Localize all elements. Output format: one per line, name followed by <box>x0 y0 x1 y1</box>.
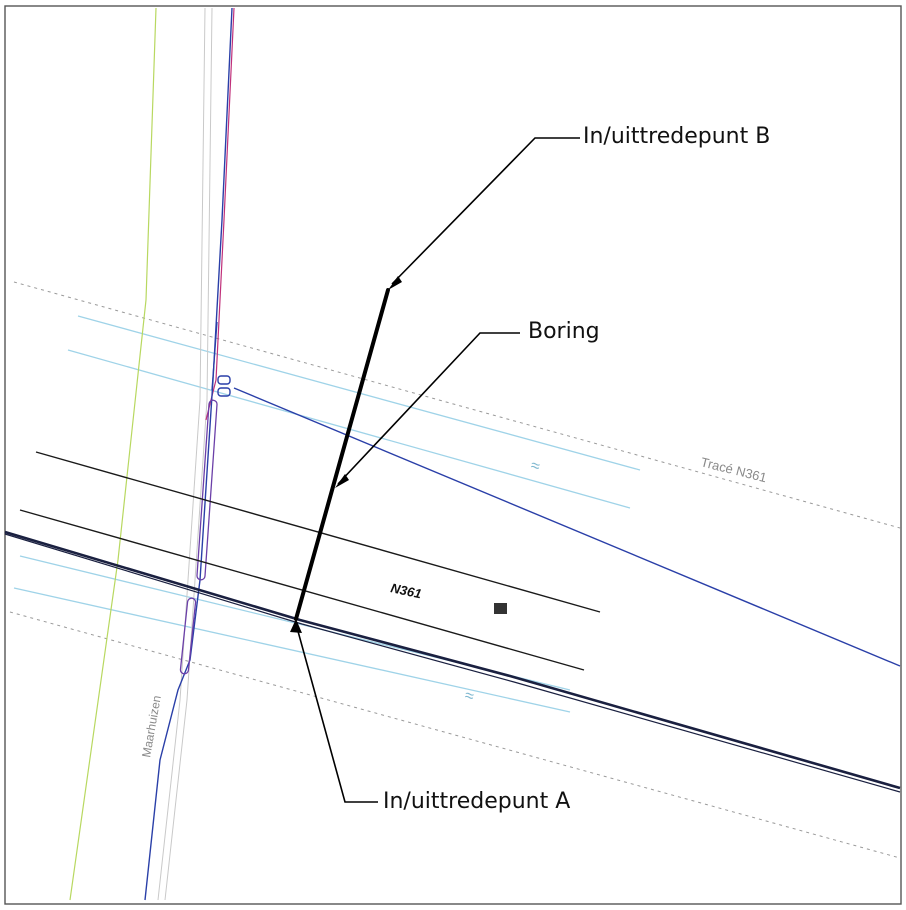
callout-arrowheads <box>290 276 402 633</box>
culvert-symbol <box>217 375 231 397</box>
street-islands <box>179 321 218 675</box>
road-label-n361: N361 <box>389 580 423 601</box>
road-heavy-edge <box>4 530 901 793</box>
road-n361 <box>19 451 601 671</box>
blue-diagonal-line <box>233 387 901 667</box>
callout-point-a: In/uittredepunt A <box>383 789 571 814</box>
green-boundary-line <box>69 7 157 901</box>
callout-leaders <box>295 137 580 803</box>
street-blue-line <box>144 7 233 901</box>
map-frame <box>4 5 902 905</box>
object-marker <box>494 603 507 614</box>
callout-boring: Boring <box>528 319 600 344</box>
street-edges <box>157 7 213 901</box>
water-symbol-1: ≈ <box>529 457 541 475</box>
boring-line <box>294 288 390 621</box>
callout-point-b: In/uittredepunt B <box>583 124 771 149</box>
water-symbol-2: ≈ <box>463 687 475 705</box>
